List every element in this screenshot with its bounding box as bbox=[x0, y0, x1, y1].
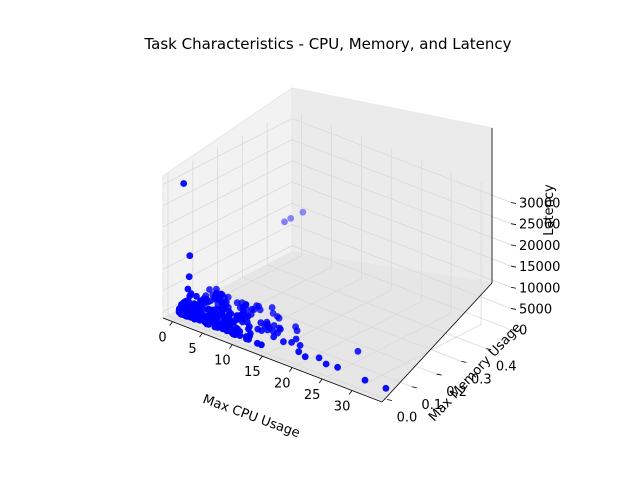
z-tick-label: 5000 bbox=[519, 302, 552, 317]
data-point bbox=[294, 327, 301, 334]
data-point bbox=[276, 315, 283, 322]
data-point bbox=[258, 341, 265, 348]
x-tick-mark bbox=[259, 356, 262, 360]
z-tick-mark bbox=[511, 245, 516, 246]
data-point bbox=[205, 306, 212, 313]
data-point bbox=[235, 316, 242, 323]
data-point bbox=[287, 215, 294, 222]
data-point bbox=[197, 298, 204, 305]
data-point bbox=[247, 330, 254, 337]
z-axis-label: Latency bbox=[542, 184, 557, 236]
data-point bbox=[281, 218, 288, 225]
data-point bbox=[221, 306, 228, 313]
data-point bbox=[261, 322, 268, 329]
y-tick-label: 0.4 bbox=[496, 360, 517, 375]
data-point bbox=[323, 361, 330, 368]
y-tick-mark bbox=[461, 361, 466, 362]
data-point bbox=[244, 314, 251, 321]
x-tick-mark bbox=[199, 333, 202, 337]
z-tick-mark bbox=[511, 308, 516, 309]
x-tick-label: 20 bbox=[274, 377, 291, 392]
x-tick-mark bbox=[349, 391, 352, 395]
data-point bbox=[185, 303, 192, 310]
data-point bbox=[316, 354, 323, 361]
right-back-pane bbox=[292, 88, 492, 283]
x-tick-mark bbox=[229, 345, 232, 349]
data-point bbox=[383, 385, 390, 392]
chart-title: Task Characteristics - CPU, Memory, and … bbox=[143, 35, 511, 53]
data-point bbox=[295, 348, 302, 355]
data-point bbox=[186, 273, 193, 280]
x-tick-label: 30 bbox=[334, 400, 351, 415]
data-point bbox=[269, 304, 276, 311]
data-point bbox=[270, 334, 277, 341]
y-tick-mark bbox=[437, 374, 442, 375]
x-tick-label: 0 bbox=[158, 331, 166, 346]
data-point bbox=[300, 209, 307, 216]
data-point bbox=[204, 299, 211, 306]
z-tick-label: 10000 bbox=[519, 281, 560, 296]
x-tick-label: 5 bbox=[188, 342, 196, 357]
data-point bbox=[203, 317, 210, 324]
x-tick-label: 10 bbox=[214, 354, 231, 369]
data-point bbox=[334, 364, 341, 371]
y-tick-mark bbox=[387, 399, 392, 400]
data-point bbox=[234, 299, 241, 306]
data-point bbox=[280, 338, 287, 345]
x-axis-label: Max CPU Usage bbox=[201, 392, 302, 441]
data-point bbox=[196, 304, 203, 311]
data-point bbox=[362, 377, 369, 384]
data-point bbox=[221, 324, 228, 331]
x-tick-label: 25 bbox=[304, 388, 321, 403]
data-point bbox=[245, 336, 252, 343]
z-tick-mark bbox=[511, 224, 516, 225]
data-point bbox=[242, 301, 249, 308]
data-point bbox=[271, 322, 278, 329]
data-point bbox=[226, 316, 233, 323]
x-tick-mark bbox=[170, 322, 173, 326]
data-point bbox=[191, 316, 198, 323]
data-point bbox=[180, 180, 187, 187]
z-tick-label: 15000 bbox=[519, 260, 560, 275]
y-tick-label: 0.0 bbox=[397, 410, 418, 425]
data-point bbox=[178, 302, 185, 309]
x-tick-mark bbox=[289, 368, 292, 372]
data-point bbox=[206, 286, 213, 293]
data-point bbox=[223, 299, 230, 306]
y-tick-mark bbox=[412, 387, 417, 388]
x-tick-label: 15 bbox=[244, 365, 261, 380]
data-point bbox=[355, 348, 362, 355]
z-tick-mark bbox=[511, 266, 516, 267]
x-tick-mark bbox=[319, 379, 322, 383]
z-tick-label: 20000 bbox=[519, 239, 560, 254]
z-tick-mark bbox=[511, 287, 516, 288]
data-point bbox=[210, 318, 217, 325]
data-point bbox=[302, 353, 309, 360]
data-point bbox=[297, 342, 304, 349]
data-point bbox=[293, 336, 300, 343]
z-tick-mark bbox=[511, 202, 516, 203]
data-point bbox=[270, 310, 277, 317]
data-point bbox=[253, 302, 260, 309]
data-point bbox=[186, 252, 193, 259]
data-point bbox=[233, 324, 240, 331]
